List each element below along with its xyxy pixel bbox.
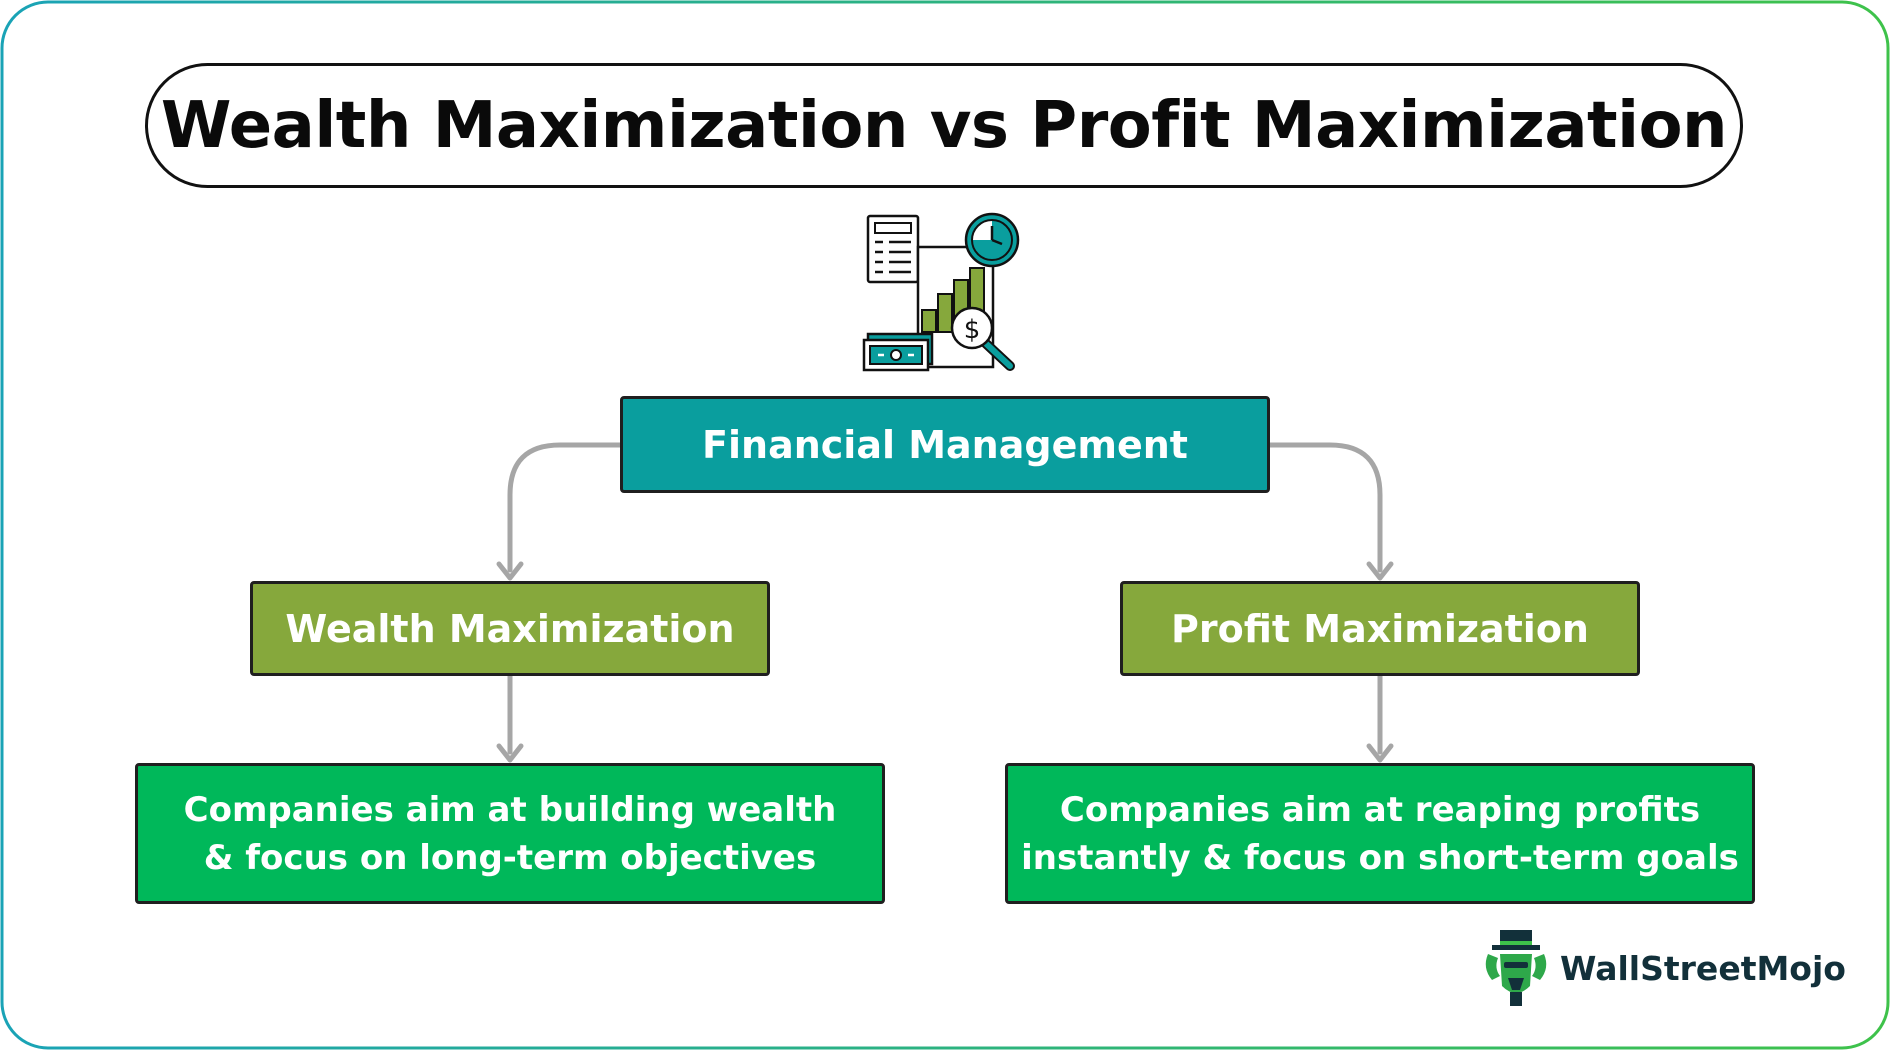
description-line: & focus on long-term objectives	[203, 837, 817, 878]
node-wealth-maximization: Wealth Maximization	[250, 581, 770, 676]
node-profit-description: Companies aim at reaping profits instant…	[1005, 763, 1755, 904]
connector-root-to-left	[507, 442, 623, 573]
connector-root-to-right	[1267, 442, 1383, 573]
description-line: instantly & focus on short-term goals	[1021, 837, 1739, 878]
arrowhead-left-mid	[496, 561, 524, 581]
node-label: Profit Maximization	[1171, 606, 1589, 651]
brand-logo-icon	[1485, 930, 1547, 1006]
brand-watermark: WallStreetMojo	[1480, 928, 1846, 1008]
title-banner: Wealth Maximization vs Profit Maximizati…	[145, 63, 1743, 188]
description-line: Companies aim at reaping profits	[1059, 789, 1701, 830]
svg-text:$: $	[964, 315, 981, 345]
brand-name: WallStreetMojo	[1560, 948, 1846, 988]
description-line: Companies aim at building wealth	[183, 789, 837, 830]
node-wealth-description: Companies aim at building wealth & focus…	[135, 763, 885, 904]
page-title: Wealth Maximization vs Profit Maximizati…	[160, 88, 1728, 163]
arrowhead-right-desc	[1366, 743, 1394, 763]
node-label: Wealth Maximization	[285, 606, 735, 651]
arrowhead-right-mid	[1366, 561, 1394, 581]
node-label: Financial Management	[702, 422, 1188, 467]
node-financial-management: Financial Management	[620, 396, 1270, 493]
financial-report-icon: $	[862, 212, 1020, 372]
arrowhead-left-desc	[496, 743, 524, 763]
node-profit-maximization: Profit Maximization	[1120, 581, 1640, 676]
